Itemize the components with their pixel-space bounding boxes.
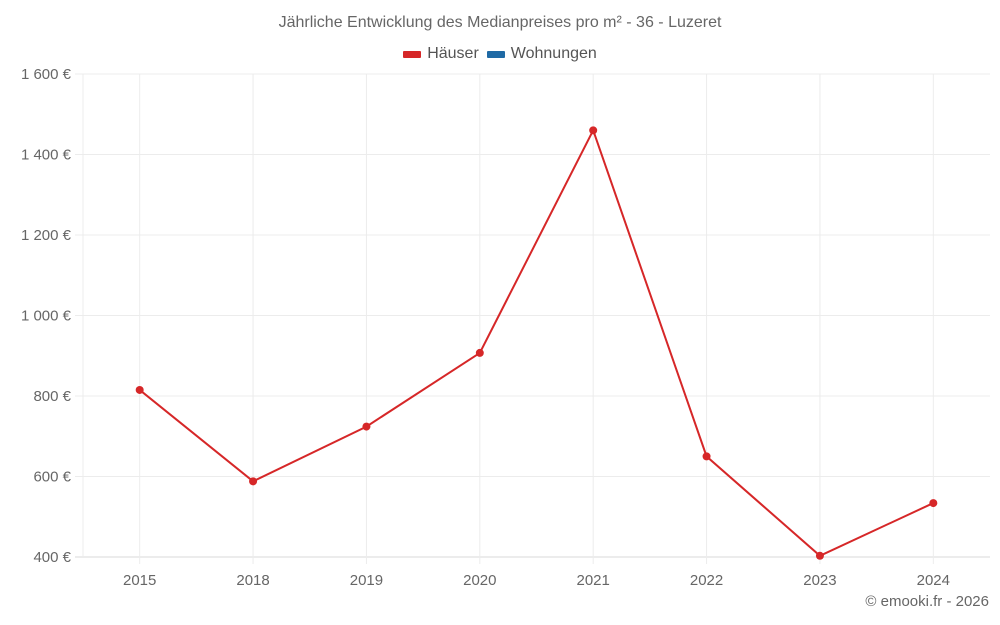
gridlines [75,73,990,564]
y-tick-label: 1 000 € [21,308,72,325]
x-tick-label: 2015 [123,572,156,589]
legend-item-wohnungen[interactable]: Wohnungen [486,45,597,63]
y-tick-label: 400 € [33,549,71,566]
copyright-credit: © emooki.fr - 2026 [865,593,989,610]
y-tick-label: 800 € [33,388,71,405]
x-tick-label: 2021 [577,572,610,589]
data-point[interactable] [362,422,371,431]
data-point[interactable] [135,385,144,394]
x-tick-label: 2019 [350,572,383,589]
series-haeuser [135,126,938,560]
legend-label-haeuser: Häuser [427,45,479,62]
x-tick-label: 2024 [917,572,950,589]
chart-legend: Häuser Wohnungen [0,45,1000,63]
data-point[interactable] [249,477,258,486]
chart-title: Jährliche Entwicklung des Medianpreises … [278,14,722,31]
legend-swatch-haeuser [403,50,422,58]
legend-label-wohnungen: Wohnungen [510,45,597,62]
data-point[interactable] [475,348,484,357]
y-tick-label: 600 € [33,469,71,486]
x-tick-label: 2018 [236,572,269,589]
y-tick-label: 1 600 € [21,66,72,83]
data-point[interactable] [702,452,711,461]
y-axis: 400 € 600 € 800 € 1 000 € 1 200 € 1 400 € 1 60… [21,66,72,566]
x-axis: 2015 2018 2019 2020 2021 2022 2023 2024 [123,572,950,589]
legend-item-haeuser[interactable]: Häuser [403,45,479,63]
x-tick-label: 2022 [690,572,723,589]
data-point[interactable] [815,551,824,560]
x-tick-label: 2020 [463,572,496,589]
data-point[interactable] [589,126,598,135]
y-tick-label: 1 400 € [21,147,72,164]
legend-swatch-wohnungen [486,50,505,58]
series-line [139,127,934,557]
data-point[interactable] [929,499,938,508]
y-tick-label: 1 200 € [21,227,72,244]
x-tick-label: 2023 [803,572,836,589]
